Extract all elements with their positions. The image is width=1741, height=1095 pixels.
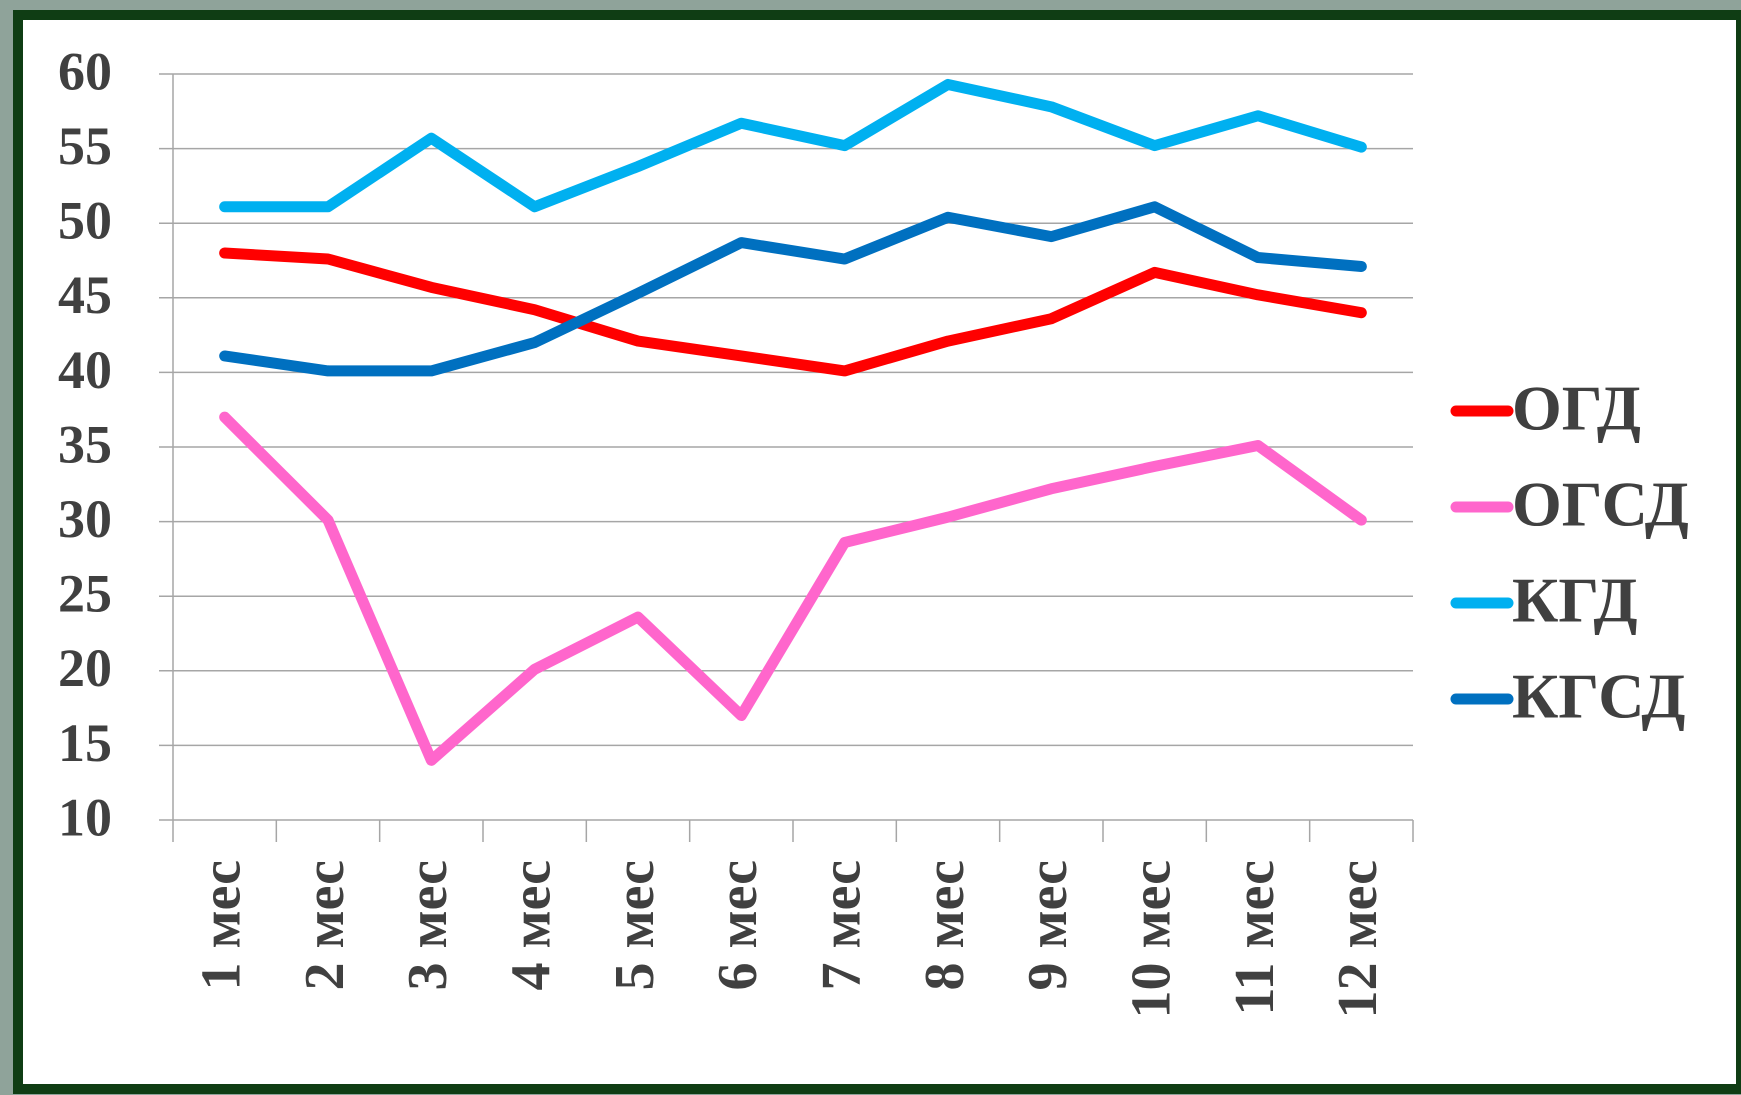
y-tick-label: 45 xyxy=(58,265,112,325)
y-tick-label: 55 xyxy=(58,116,112,176)
y-tick-label: 10 xyxy=(58,787,112,847)
legend-label: ОГСД xyxy=(1512,469,1689,540)
y-tick-label: 25 xyxy=(58,564,112,624)
x-tick-label: 3 мес xyxy=(397,860,459,991)
x-tick-label: 7 мес xyxy=(811,860,873,991)
x-tick-label: 12 мес xyxy=(1327,860,1389,1019)
y-tick-label: 20 xyxy=(58,638,112,698)
y-tick-label: 30 xyxy=(58,489,112,549)
y-tick-label: 40 xyxy=(58,340,112,400)
x-tick-label: 9 мес xyxy=(1017,860,1079,991)
y-tick-label: 60 xyxy=(58,41,112,101)
y-tick-label: 15 xyxy=(58,713,112,773)
legend-label: КГД xyxy=(1512,565,1638,636)
legend-label: КГСД xyxy=(1512,661,1685,732)
line xyxy=(219,78,1367,213)
line xyxy=(219,247,1367,377)
line xyxy=(219,201,1367,377)
panel xyxy=(13,10,1741,1094)
line xyxy=(219,411,1367,766)
x-tick-label: 11 мес xyxy=(1224,860,1286,1015)
x-tick-label: 2 мес xyxy=(294,860,356,991)
legend-label: ОГД xyxy=(1512,373,1641,444)
x-tick-label: 6 мес xyxy=(707,860,769,991)
y-tick-label: 35 xyxy=(58,414,112,474)
x-tick-label: 10 мес xyxy=(1121,860,1183,1019)
x-tick-label: 1 мес xyxy=(191,860,253,991)
x-tick-label: 4 мес xyxy=(501,860,563,991)
y-tick-label: 50 xyxy=(58,191,112,251)
x-tick-label: 8 мес xyxy=(914,860,976,991)
x-tick-label: 5 мес xyxy=(604,860,666,991)
